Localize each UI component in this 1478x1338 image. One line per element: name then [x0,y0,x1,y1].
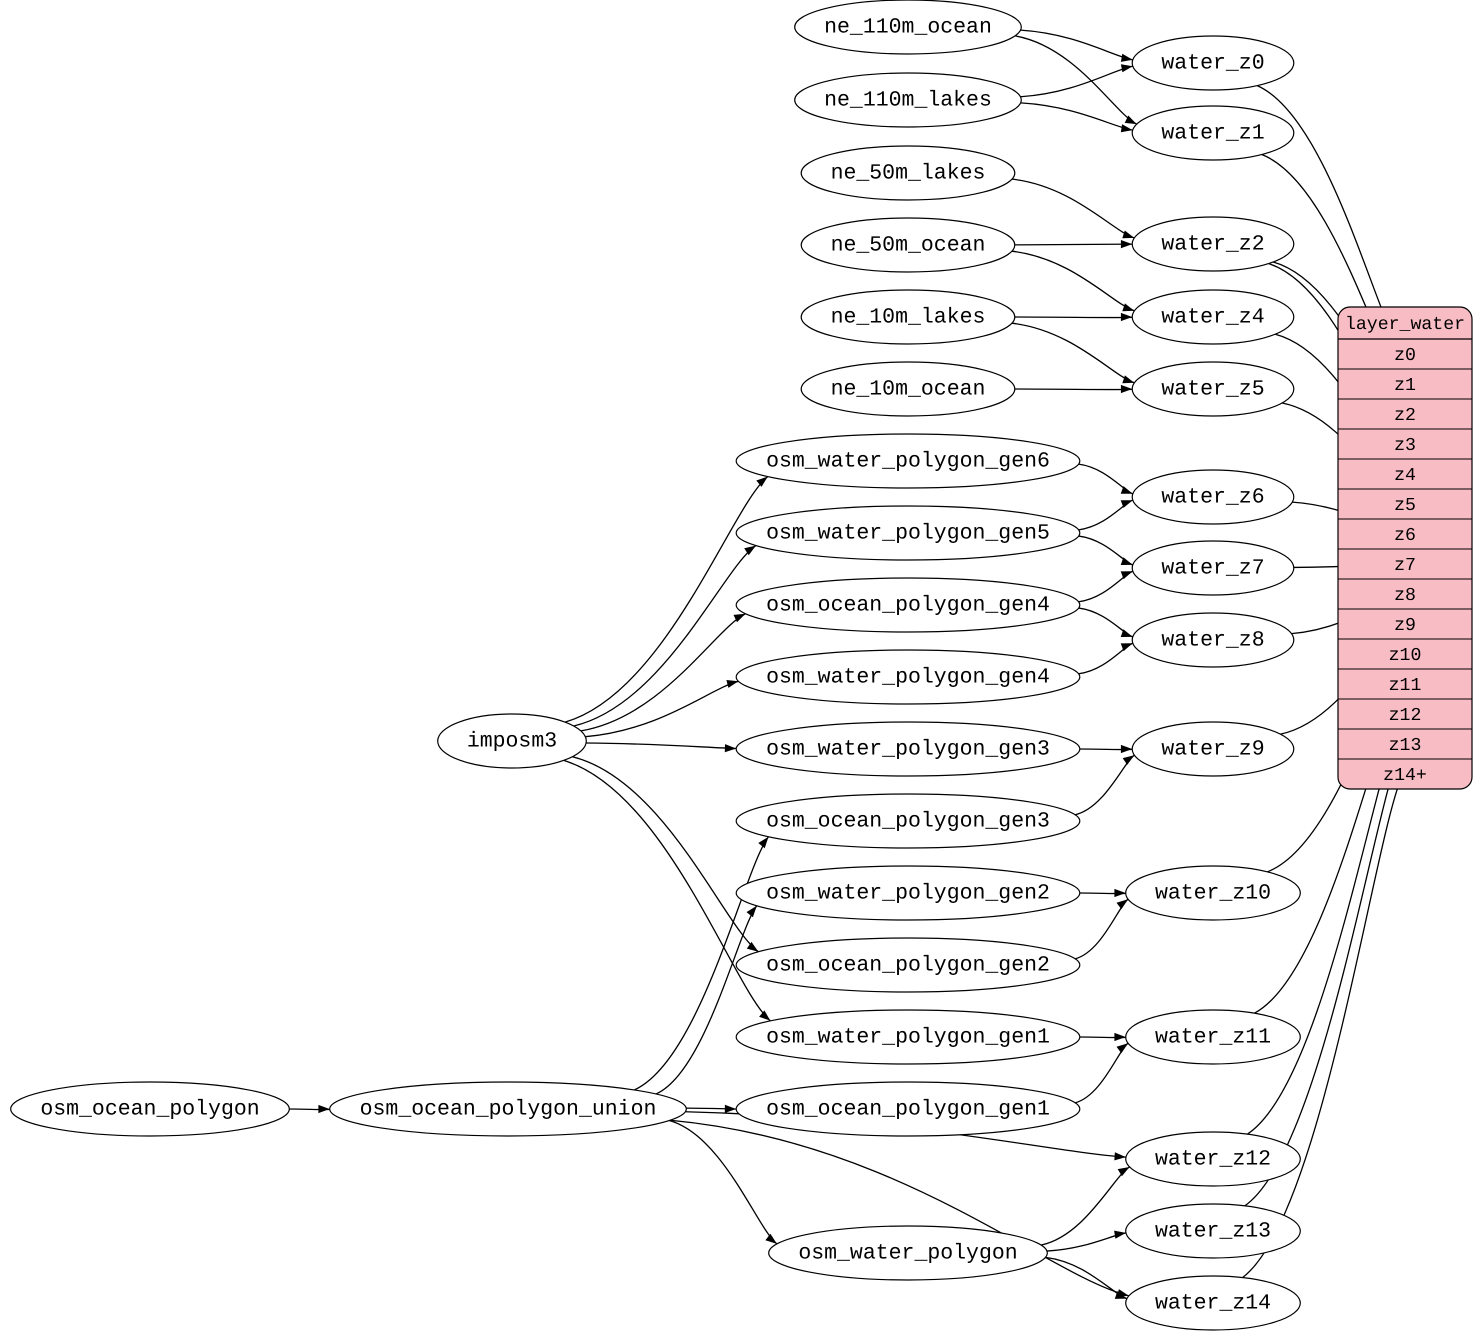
svg-text:ne_110m_lakes: ne_110m_lakes [824,89,992,113]
svg-text:water_z7: water_z7 [1161,557,1264,581]
svg-text:z2: z2 [1394,406,1416,426]
svg-text:osm_ocean_polygon_gen4: osm_ocean_polygon_gen4 [766,594,1050,618]
svg-text:z10: z10 [1389,646,1422,666]
svg-text:osm_water_polygon_gen1: osm_water_polygon_gen1 [766,1026,1050,1050]
svg-text:osm_ocean_polygon_union: osm_ocean_polygon_union [360,1098,657,1122]
svg-text:z11: z11 [1389,676,1422,696]
svg-text:z3: z3 [1394,436,1416,456]
svg-text:osm_water_polygon_gen5: osm_water_polygon_gen5 [766,522,1050,546]
svg-text:water_z0: water_z0 [1161,52,1264,76]
svg-text:water_z10: water_z10 [1155,882,1271,906]
svg-text:osm_ocean_polygon_gen3: osm_ocean_polygon_gen3 [766,810,1050,834]
svg-text:water_z4: water_z4 [1161,306,1264,330]
svg-text:water_z8: water_z8 [1161,629,1264,653]
svg-text:osm_ocean_polygon: osm_ocean_polygon [40,1098,259,1122]
svg-text:ne_50m_ocean: ne_50m_ocean [831,234,986,258]
svg-text:water_z9: water_z9 [1161,738,1264,762]
svg-text:osm_water_polygon_gen6: osm_water_polygon_gen6 [766,450,1050,474]
svg-text:z13: z13 [1389,736,1422,756]
svg-text:ne_110m_ocean: ne_110m_ocean [824,16,992,40]
svg-text:ne_10m_ocean: ne_10m_ocean [831,378,986,402]
svg-text:imposm3: imposm3 [467,730,557,754]
svg-text:water_z14: water_z14 [1155,1292,1271,1316]
svg-text:water_z11: water_z11 [1155,1026,1271,1050]
svg-text:z5: z5 [1394,496,1416,516]
svg-text:z8: z8 [1394,586,1416,606]
svg-text:ne_10m_lakes: ne_10m_lakes [831,306,986,330]
svg-text:osm_ocean_polygon_gen2: osm_ocean_polygon_gen2 [766,954,1050,978]
svg-text:z9: z9 [1394,616,1416,636]
svg-text:water_z5: water_z5 [1161,378,1264,402]
svg-text:z14+: z14+ [1383,766,1427,786]
svg-text:osm_ocean_polygon_gen1: osm_ocean_polygon_gen1 [766,1098,1050,1122]
svg-text:osm_water_polygon: osm_water_polygon [798,1242,1017,1266]
svg-text:z12: z12 [1389,706,1422,726]
svg-text:osm_water_polygon_gen3: osm_water_polygon_gen3 [766,738,1050,762]
svg-text:water_z6: water_z6 [1161,486,1264,510]
svg-text:osm_water_polygon_gen2: osm_water_polygon_gen2 [766,882,1050,906]
svg-text:water_z12: water_z12 [1155,1148,1271,1172]
svg-text:z4: z4 [1394,466,1416,486]
svg-text:z0: z0 [1394,346,1416,366]
svg-text:water_z2: water_z2 [1161,233,1264,257]
svg-text:z6: z6 [1394,526,1416,546]
svg-text:water_z1: water_z1 [1161,122,1264,146]
svg-text:layer_water: layer_water [1345,315,1465,335]
svg-text:water_z13: water_z13 [1155,1220,1271,1244]
svg-text:z7: z7 [1394,556,1416,576]
svg-text:z1: z1 [1394,376,1416,396]
svg-text:osm_water_polygon_gen4: osm_water_polygon_gen4 [766,666,1050,690]
svg-text:ne_50m_lakes: ne_50m_lakes [831,162,986,186]
